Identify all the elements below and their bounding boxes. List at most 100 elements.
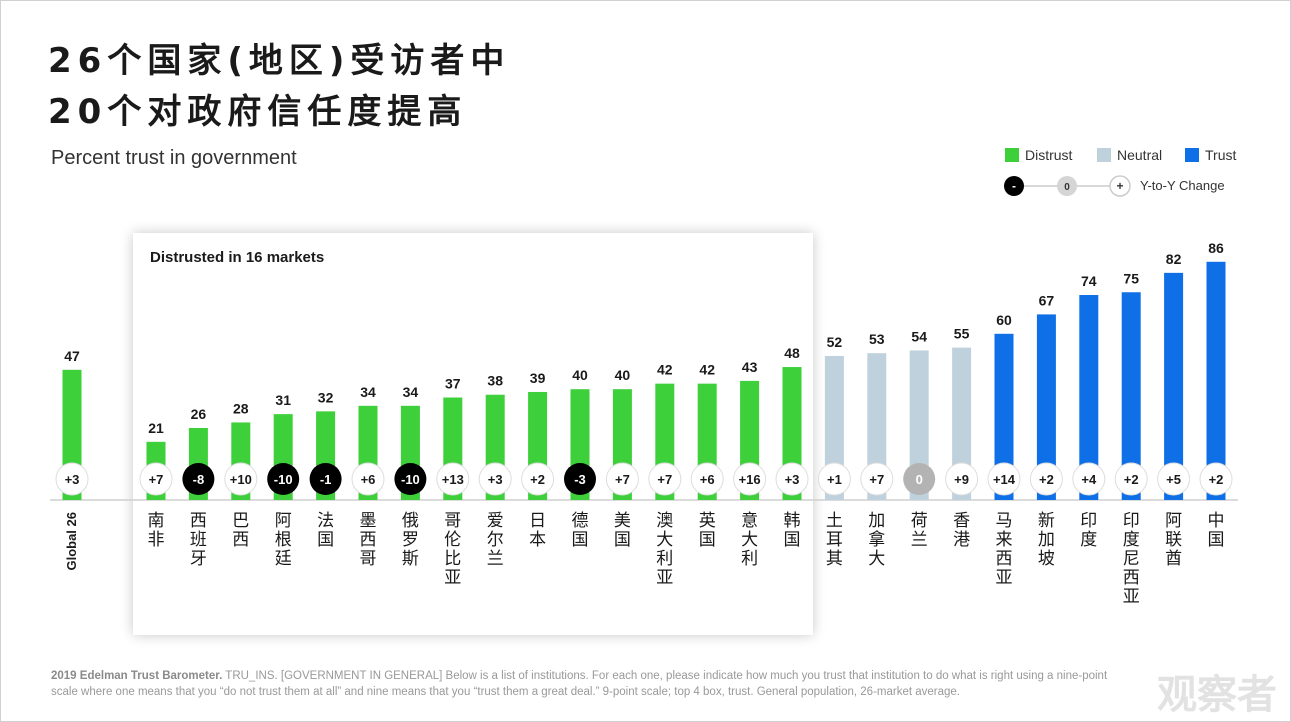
data-label: 60: [996, 312, 1012, 328]
data-label: 82: [1166, 251, 1182, 267]
change-circle: [605, 462, 639, 496]
bar: [1206, 261, 1226, 500]
change-label: -1: [320, 472, 332, 487]
tick-label: Global 26: [64, 512, 79, 571]
data-label: 28: [233, 400, 249, 416]
data-label: 43: [742, 359, 758, 375]
change-circle: [775, 462, 809, 496]
change-label: -10: [401, 472, 420, 487]
change-label: -8: [193, 472, 205, 487]
legend-positive-sign: +: [1116, 179, 1123, 193]
tick-label: 德国: [572, 511, 589, 550]
distrusted-markets-label: Distrusted in 16 markets: [150, 249, 325, 266]
change-circle: [351, 462, 385, 496]
legend-neutral-label: Neutral: [1117, 147, 1163, 163]
change-label: 0: [916, 472, 923, 487]
data-label: 86: [1208, 240, 1224, 256]
tick-label: 墨西哥: [360, 511, 377, 569]
source-footnote: 2019 Edelman Trust Barometer. TRU_INS. […: [51, 668, 1131, 700]
slide-title-line-2: 20个对政府信任度提高: [48, 92, 468, 132]
data-label: 54: [911, 328, 927, 344]
legend-neutral-swatch: [1097, 148, 1111, 162]
tick-label: 土耳其: [826, 511, 843, 569]
tick-label: 哥伦比亚: [444, 511, 461, 588]
bar: [952, 347, 972, 500]
change-label: +3: [488, 472, 503, 487]
change-circle: [1199, 462, 1233, 496]
change-label: +7: [615, 472, 630, 487]
watermark: 观察者: [1157, 672, 1277, 718]
tick-label: 阿联酋: [1165, 511, 1182, 569]
tick-label: 印度: [1080, 511, 1097, 550]
legend-distrust-label: Distrust: [1025, 147, 1073, 163]
data-label: 74: [1081, 273, 1097, 289]
source-footnote-text: TRU_INS. [GOVERNMENT IN GENERAL] Below i…: [51, 670, 1108, 698]
data-label: 37: [445, 376, 461, 392]
change-label: +7: [149, 472, 164, 487]
bar: [909, 350, 929, 500]
tick-label: 新加坡: [1038, 511, 1055, 569]
data-label: 39: [530, 370, 546, 386]
legend-trust-label: Trust: [1205, 147, 1237, 163]
data-label: 34: [360, 384, 376, 400]
legend-change-label: Y-to-Y Change: [1140, 178, 1225, 193]
change-label: +7: [869, 472, 884, 487]
change-circle: [521, 462, 555, 496]
change-circle: [1029, 462, 1063, 496]
change-label: +3: [785, 472, 800, 487]
tick-label: 英国: [699, 511, 716, 550]
tick-label: 意大利: [741, 511, 758, 569]
change-circle: [139, 462, 173, 496]
legend-zero-change-circle: [1057, 176, 1077, 196]
data-label: 31: [275, 392, 291, 408]
change-circle: [478, 462, 512, 496]
data-label: 26: [191, 406, 207, 422]
change-label: +5: [1166, 472, 1181, 487]
data-label: 55: [954, 326, 970, 342]
change-circle: [564, 463, 596, 495]
change-label: +7: [657, 472, 672, 487]
tick-label: 巴西: [232, 511, 249, 550]
data-label: 67: [1039, 292, 1055, 308]
tick-label: 美国: [614, 511, 631, 550]
tick-label: 西班牙: [190, 511, 207, 569]
bar: [1036, 314, 1056, 500]
change-circle: [945, 462, 979, 496]
change-circle: [182, 463, 215, 495]
change-label: +2: [1124, 472, 1139, 487]
tick-label: 印度尼西亚: [1123, 511, 1140, 607]
legend-change-scale: - 0 +: [1004, 175, 1131, 197]
change-circle: [436, 462, 470, 496]
data-label: 34: [403, 384, 419, 400]
change-circle: [1157, 462, 1191, 496]
change-circle: [733, 462, 767, 496]
tick-label: 日本: [529, 511, 546, 550]
tick-label: 中国: [1208, 511, 1225, 550]
data-label: 52: [827, 334, 843, 350]
bar: [1121, 292, 1141, 500]
change-circle: [309, 463, 342, 495]
change-label: +2: [1039, 472, 1054, 487]
change-circle: [1114, 462, 1148, 496]
change-label: +13: [442, 472, 464, 487]
data-label: 42: [657, 362, 673, 378]
change-circle: [267, 463, 300, 495]
change-circle: [224, 462, 258, 496]
legend-negative-change-circle: [1004, 176, 1024, 196]
change-label: +4: [1081, 472, 1097, 487]
change-label: +6: [700, 472, 715, 487]
tick-label: 香港: [953, 511, 970, 550]
change-circle: [648, 462, 682, 496]
change-label: -3: [574, 472, 586, 487]
change-label: +3: [65, 472, 80, 487]
change-circle: [860, 462, 894, 496]
legend-positive-change-circle: [1109, 175, 1131, 197]
change-label: +9: [954, 472, 969, 487]
change-circle: [987, 462, 1021, 496]
data-label: 48: [784, 345, 800, 361]
change-circle: [817, 462, 851, 496]
slide-title-line-1: 26个国家(地区)受访者中: [48, 41, 511, 81]
change-label: -10: [274, 472, 293, 487]
change-label: +2: [530, 472, 545, 487]
